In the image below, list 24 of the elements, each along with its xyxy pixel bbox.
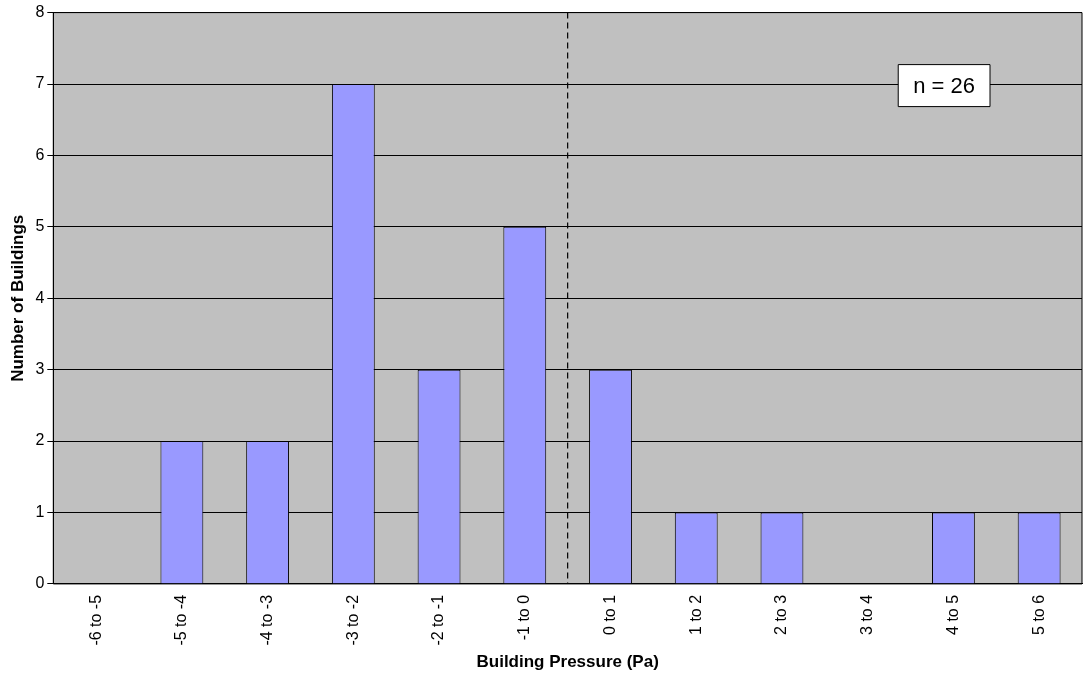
x-tick-label: -1 to 0 [515, 594, 533, 641]
y-tick-label: 2 [35, 431, 45, 449]
y-tick-label: 8 [35, 3, 45, 21]
y-tick-label: 6 [35, 145, 45, 163]
x-tick-label: -5 to -4 [172, 594, 190, 646]
y-tick-label: 3 [35, 360, 45, 378]
y-tick-label: 4 [35, 288, 45, 306]
x-tick-label: 2 to 3 [772, 594, 790, 635]
y-tick-label: 7 [35, 74, 45, 92]
x-tick-label: 3 to 4 [858, 594, 876, 635]
y-tick-label: 0 [35, 574, 45, 592]
x-tick-label: -6 to -5 [86, 594, 104, 646]
y-tick-label: 5 [35, 217, 45, 235]
annotation: n = 26 [913, 72, 975, 98]
x-tick-label: 1 to 2 [686, 594, 704, 635]
x-tick-label: 4 to 5 [943, 594, 961, 635]
y-axis-title: Number of Buildings [7, 214, 27, 382]
x-tick-label: 5 to 6 [1029, 594, 1047, 635]
y-tick-label: 1 [35, 502, 45, 520]
x-tick-label: -2 to -1 [429, 594, 447, 646]
x-axis-title: Building Pressure (Pa) [476, 652, 659, 672]
x-tick-label: 0 to 1 [600, 594, 618, 635]
x-tick-label: -3 to -2 [343, 594, 361, 646]
x-tick-label: -4 to -3 [258, 594, 276, 646]
